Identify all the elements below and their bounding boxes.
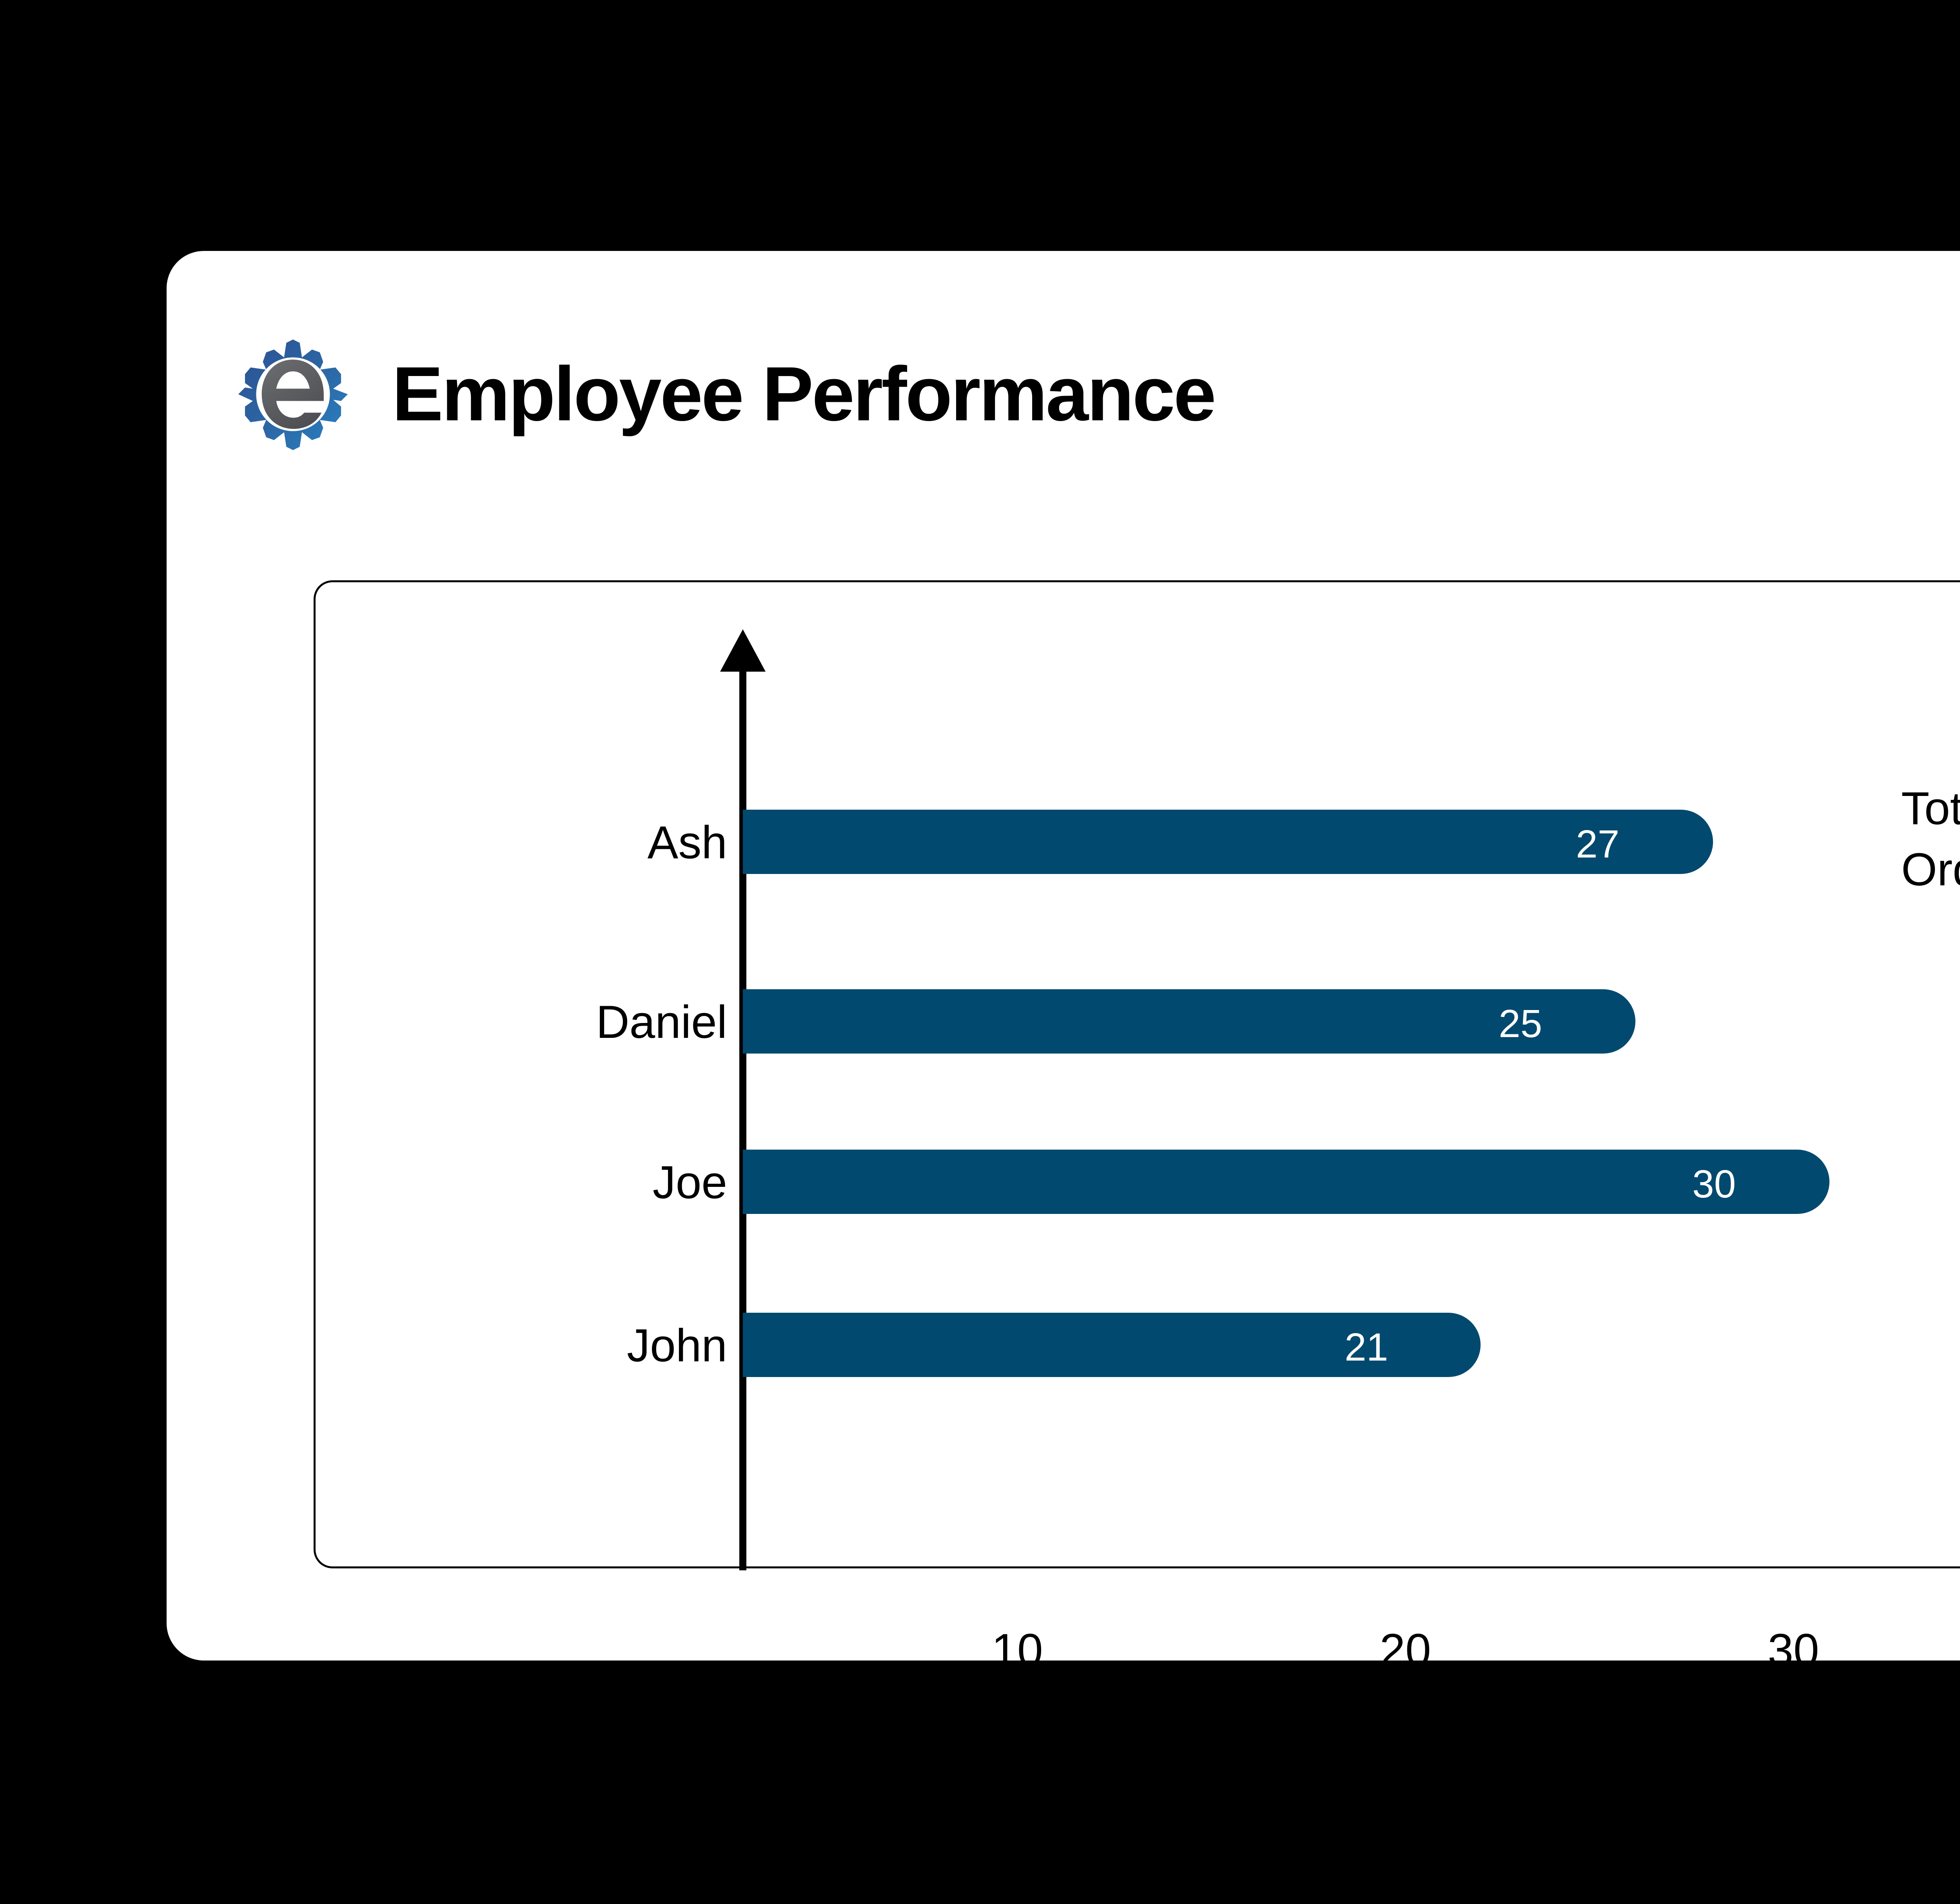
card-header: Employee Performance bbox=[237, 329, 1216, 459]
bar-joe[interactable] bbox=[743, 1150, 1829, 1214]
chart-panel: Ash Daniel Joe John 27 25 30 21 10 20 30… bbox=[314, 580, 1960, 1673]
y-axis-up-arrow-icon bbox=[720, 629, 766, 672]
page-title: Employee Performance bbox=[392, 351, 1216, 437]
gear-e-logo-icon bbox=[238, 339, 348, 450]
x-tick-label-20: 20 bbox=[1379, 1624, 1431, 1676]
chart-axes bbox=[720, 629, 766, 1570]
bar-value-john: 21 bbox=[1345, 1325, 1388, 1369]
bar-ash[interactable] bbox=[743, 810, 1713, 874]
category-label-ash: Ash bbox=[647, 817, 727, 868]
category-label-daniel: Daniel bbox=[596, 996, 727, 1048]
x-tick-label-10: 10 bbox=[991, 1624, 1043, 1676]
x-tick-label-30: 30 bbox=[1768, 1624, 1819, 1676]
category-label-john: John bbox=[627, 1320, 727, 1372]
bar-value-ash: 27 bbox=[1576, 822, 1620, 866]
bar-value-daniel: 25 bbox=[1499, 1002, 1543, 1046]
category-label-joe: Joe bbox=[652, 1157, 727, 1208]
bar-value-joe: 30 bbox=[1692, 1162, 1736, 1206]
series-legend-label: Total Work Orders bbox=[1901, 783, 1960, 896]
dashboard-card: Employee Performance bbox=[167, 251, 1960, 1673]
bar-group bbox=[743, 810, 1829, 1377]
bar-john[interactable] bbox=[743, 1313, 1481, 1377]
bar-daniel[interactable] bbox=[743, 989, 1635, 1054]
bar-chart bbox=[720, 629, 1829, 1570]
